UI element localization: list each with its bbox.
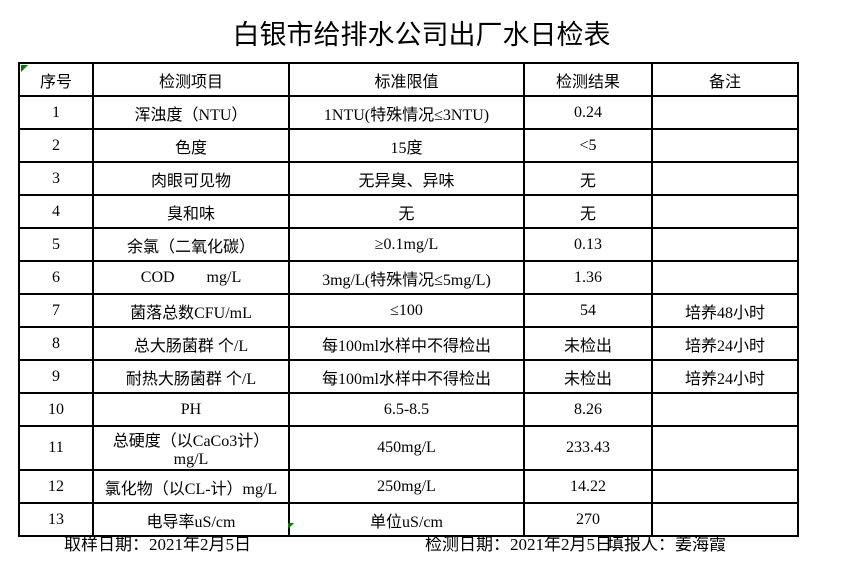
item-cell: PH (92, 392, 290, 427)
serial-cell: 13 (18, 502, 94, 537)
result-cell: 无 (523, 161, 653, 196)
limit-cell: ≤100 (288, 293, 525, 328)
item-cell: 氯化物（以CL-计）mg/L (92, 469, 290, 504)
serial-cell: 10 (18, 392, 94, 427)
result-cell: 0.13 (523, 227, 653, 262)
serial-cell: 11 (18, 425, 94, 471)
serial-cell: 6 (18, 260, 94, 295)
note-cell (651, 95, 799, 130)
note-cell (651, 227, 799, 262)
note-cell: 培养48小时 (651, 293, 799, 328)
result-cell: 14.22 (523, 469, 653, 504)
item-cell: 肉眼可见物 (92, 161, 290, 196)
testing-date-label: 检测日期：2021年2月5日 (425, 535, 612, 554)
table-body: 1 浑浊度（NTU） 1NTU(特殊情况≤3NTU) 0.24 2 色度 15度… (18, 95, 799, 537)
serial-cell: 5 (18, 227, 94, 262)
table-header: 序号 检测项目 标准限值 检测结果 备注 (18, 62, 799, 97)
result-cell: 未检出 (523, 359, 653, 394)
result-cell: 233.43 (523, 425, 653, 471)
note-cell (651, 161, 799, 196)
limit-cell: 15度 (288, 128, 525, 163)
serial-cell: 8 (18, 326, 94, 361)
page-title: 白银市给排水公司出厂水日检表 (232, 20, 611, 50)
table-row: 12 氯化物（以CL-计）mg/L 250mg/L 14.22 (18, 469, 799, 504)
result-cell: 1.36 (523, 260, 653, 295)
table-row: 11 总硬度（以CaCo3计）mg/L 450mg/L 233.43 (18, 425, 799, 471)
note-cell (651, 260, 799, 295)
result-cell: <5 (523, 128, 653, 163)
table-row: 6 COD mg/L 3mg/L(特殊情况≤5mg/L) 1.36 (18, 260, 799, 295)
table-row: 2 色度 15度 <5 (18, 128, 799, 163)
note-cell (651, 194, 799, 229)
table-row: 8 总大肠菌群 个/L 每100ml水样中不得检出 未检出 培养24小时 (18, 326, 799, 361)
limit-cell: 每100ml水样中不得检出 (288, 326, 525, 361)
daily-check-table: 序号 检测项目 标准限值 检测结果 备注 1 浑浊度（NTU） 1NTU(特殊情… (18, 62, 799, 537)
limit-cell: 单位uS/cm (288, 502, 525, 537)
item-cell: 色度 (92, 128, 290, 163)
table-row: 4 臭和味 无 无 (18, 194, 799, 229)
note-cell (651, 392, 799, 427)
serial-cell: 2 (18, 128, 94, 163)
footer: 取样日期：2021年2月5日 检测日期：2021年2月5日 填报人：姜海霞 (0, 530, 843, 554)
sampling-date-label: 取样日期：2021年2月5日 (64, 535, 251, 554)
result-cell: 270 (523, 502, 653, 537)
serial-cell: 9 (18, 359, 94, 394)
item-cell: 总硬度（以CaCo3计）mg/L (92, 425, 290, 471)
note-cell (651, 425, 799, 471)
item-cell: 菌落总数CFU/mL (92, 293, 290, 328)
limit-cell: 450mg/L (288, 425, 525, 471)
table-row: 10 PH 6.5-8.5 8.26 (18, 392, 799, 427)
table-row: 9 耐热大肠菌群 个/L 每100ml水样中不得检出 未检出 培养24小时 (18, 359, 799, 394)
limit-cell: 无 (288, 194, 525, 229)
reporter-label: 填报人：姜海霞 (607, 535, 726, 554)
serial-cell: 4 (18, 194, 94, 229)
column-header-item: 检测项目 (92, 62, 290, 97)
item-cell: 余氯（二氧化碳） (92, 227, 290, 262)
note-cell (651, 502, 799, 537)
result-cell: 0.24 (523, 95, 653, 130)
serial-cell: 7 (18, 293, 94, 328)
item-cell: COD mg/L (92, 260, 290, 295)
column-header-result: 检测结果 (523, 62, 653, 97)
table-row: 7 菌落总数CFU/mL ≤100 54 培养48小时 (18, 293, 799, 328)
column-header-note: 备注 (651, 62, 799, 97)
column-header-no: 序号 (18, 62, 94, 97)
column-header-limit: 标准限值 (288, 62, 525, 97)
result-cell: 54 (523, 293, 653, 328)
serial-cell: 1 (18, 95, 94, 130)
table-row: 13 电导率uS/cm 单位uS/cm 270 (18, 502, 799, 537)
limit-cell: 3mg/L(特殊情况≤5mg/L) (288, 260, 525, 295)
limit-cell: 每100ml水样中不得检出 (288, 359, 525, 394)
table-row: 3 肉眼可见物 无异臭、异味 无 (18, 161, 799, 196)
table-row: 1 浑浊度（NTU） 1NTU(特殊情况≤3NTU) 0.24 (18, 95, 799, 130)
result-cell: 未检出 (523, 326, 653, 361)
limit-cell: 无异臭、异味 (288, 161, 525, 196)
item-cell: 耐热大肠菌群 个/L (92, 359, 290, 394)
limit-cell: ≥0.1mg/L (288, 227, 525, 262)
item-cell: 臭和味 (92, 194, 290, 229)
note-cell (651, 128, 799, 163)
item-cell: 电导率uS/cm (92, 502, 290, 537)
table-row: 5 余氯（二氧化碳） ≥0.1mg/L 0.13 (18, 227, 799, 262)
result-cell: 无 (523, 194, 653, 229)
limit-cell: 250mg/L (288, 469, 525, 504)
item-cell: 总大肠菌群 个/L (92, 326, 290, 361)
item-cell: 浑浊度（NTU） (92, 95, 290, 130)
result-cell: 8.26 (523, 392, 653, 427)
cell-error-indicator-icon (288, 523, 294, 529)
note-cell (651, 469, 799, 504)
cell-error-indicator-icon (21, 65, 28, 72)
serial-cell: 12 (18, 469, 94, 504)
note-cell: 培养24小时 (651, 326, 799, 361)
note-cell: 培养24小时 (651, 359, 799, 394)
limit-cell: 1NTU(特殊情况≤3NTU) (288, 95, 525, 130)
header-row: 序号 检测项目 标准限值 检测结果 备注 (18, 62, 799, 97)
serial-cell: 3 (18, 161, 94, 196)
limit-cell: 6.5-8.5 (288, 392, 525, 427)
